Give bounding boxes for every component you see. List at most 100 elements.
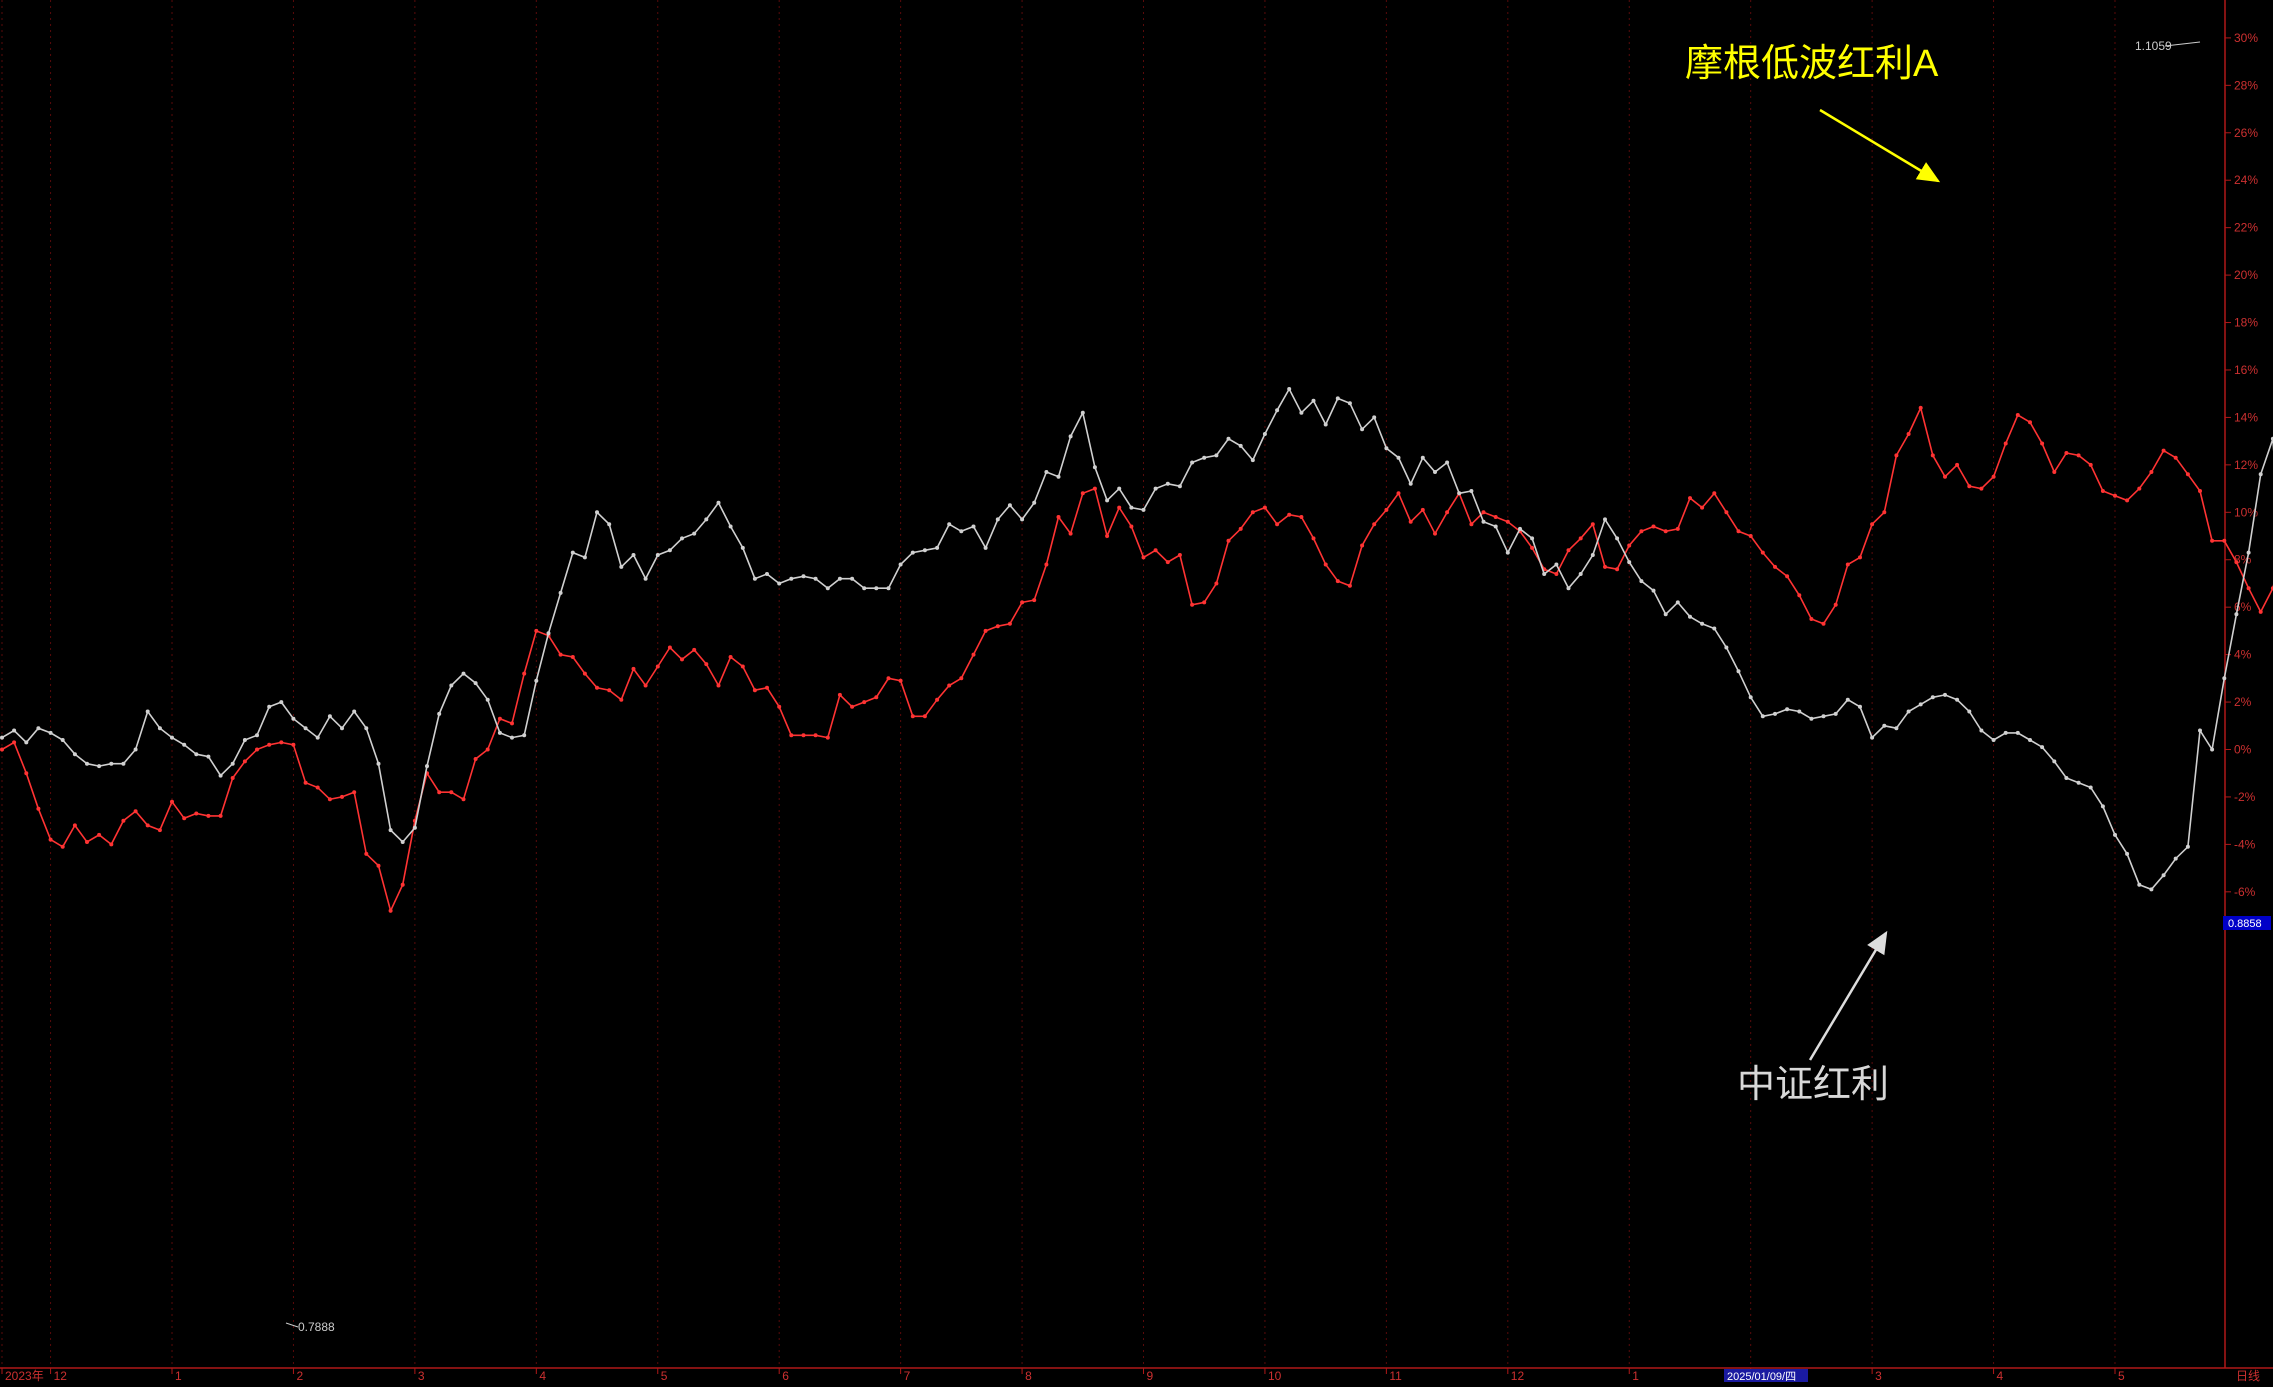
data-point xyxy=(1250,510,1255,515)
data-point xyxy=(1797,593,1802,598)
data-point xyxy=(340,726,344,731)
data-point xyxy=(267,704,272,709)
data-point xyxy=(1882,723,1887,728)
data-point xyxy=(2076,780,2081,785)
data-point xyxy=(0,747,4,752)
data-point xyxy=(121,761,126,766)
data-point xyxy=(2100,804,2105,809)
data-point xyxy=(582,671,587,676)
data-point xyxy=(995,624,1000,629)
data-point xyxy=(1129,505,1134,510)
data-point xyxy=(388,828,393,833)
data-point xyxy=(1141,555,1146,560)
data-point xyxy=(1627,543,1632,548)
data-point xyxy=(1335,579,1340,584)
series-layer xyxy=(0,387,2273,914)
data-point xyxy=(1347,401,1352,406)
data-point xyxy=(1578,536,1583,541)
data-point xyxy=(1991,738,1996,742)
data-point xyxy=(206,813,211,818)
data-point xyxy=(1190,460,1195,465)
data-point xyxy=(2185,472,2190,477)
data-point xyxy=(643,683,648,688)
data-point xyxy=(291,716,296,721)
data-point xyxy=(522,733,527,738)
data-point xyxy=(752,688,757,693)
data-point xyxy=(910,550,915,555)
data-point xyxy=(534,678,539,683)
data-point xyxy=(1760,714,1765,719)
data-point xyxy=(242,759,247,764)
data-point xyxy=(364,851,369,856)
data-point xyxy=(1748,695,1753,700)
data-point xyxy=(1675,526,1680,531)
data-point xyxy=(1809,617,1814,621)
data-point xyxy=(242,738,247,742)
y-tick-label: 18% xyxy=(2234,316,2258,330)
data-point xyxy=(898,562,903,567)
data-point xyxy=(570,655,575,659)
data-point xyxy=(789,733,794,738)
data-point xyxy=(145,823,150,828)
data-point xyxy=(1323,562,1328,567)
data-point xyxy=(1797,709,1802,714)
data-point xyxy=(1955,462,1960,467)
data-point xyxy=(1955,697,1960,702)
data-point xyxy=(1299,410,1304,415)
annotation-arrow-csi-dividend xyxy=(1808,930,1888,1061)
data-point xyxy=(303,780,308,785)
data-point xyxy=(2234,560,2239,565)
data-point xyxy=(1760,550,1765,555)
data-point xyxy=(400,882,405,887)
data-point xyxy=(959,676,964,681)
data-point xyxy=(1262,505,1267,510)
data-point xyxy=(1469,489,1474,493)
data-point xyxy=(182,816,187,821)
data-point xyxy=(2088,785,2093,790)
data-point xyxy=(1020,517,1025,522)
data-point xyxy=(631,553,636,557)
data-point xyxy=(898,678,903,683)
data-point xyxy=(886,676,891,681)
data-point xyxy=(218,773,223,778)
data-point xyxy=(1870,522,1875,527)
gridlines xyxy=(1,0,2116,1368)
data-point xyxy=(1603,517,1607,522)
x-tick-label: 3 xyxy=(418,1369,425,1382)
max-value-label: 1.1059 xyxy=(2135,39,2172,53)
data-point xyxy=(1408,481,1413,486)
data-point xyxy=(1833,602,1838,607)
data-point xyxy=(1870,735,1875,740)
data-point xyxy=(97,764,102,769)
data-point xyxy=(2052,470,2057,474)
data-point xyxy=(255,733,259,738)
data-point xyxy=(1420,507,1425,512)
data-point xyxy=(1433,531,1437,536)
data-point xyxy=(1056,474,1061,479)
data-point xyxy=(12,728,17,733)
data-point xyxy=(497,716,502,721)
data-point xyxy=(874,695,879,700)
data-point xyxy=(1360,427,1365,432)
x-tick-label: 6 xyxy=(782,1369,789,1382)
data-point xyxy=(1821,621,1826,626)
data-point xyxy=(1238,526,1243,531)
data-point xyxy=(1457,491,1462,496)
data-point xyxy=(1991,474,1996,479)
data-point xyxy=(704,517,709,522)
data-point xyxy=(582,555,587,560)
data-point xyxy=(1335,396,1340,401)
data-point xyxy=(473,681,478,686)
data-point xyxy=(2028,420,2032,425)
data-point xyxy=(1372,522,1377,527)
annotation-arrow-morgan xyxy=(1819,108,1941,183)
data-point xyxy=(1202,455,1207,460)
data-point xyxy=(1129,524,1134,529)
data-point xyxy=(983,545,988,550)
data-point xyxy=(1785,574,1790,579)
data-point xyxy=(194,752,199,757)
data-point xyxy=(1032,598,1037,603)
series-csi-dividend xyxy=(0,387,2273,892)
data-point xyxy=(680,536,684,541)
max-label-leader xyxy=(2164,41,2201,47)
